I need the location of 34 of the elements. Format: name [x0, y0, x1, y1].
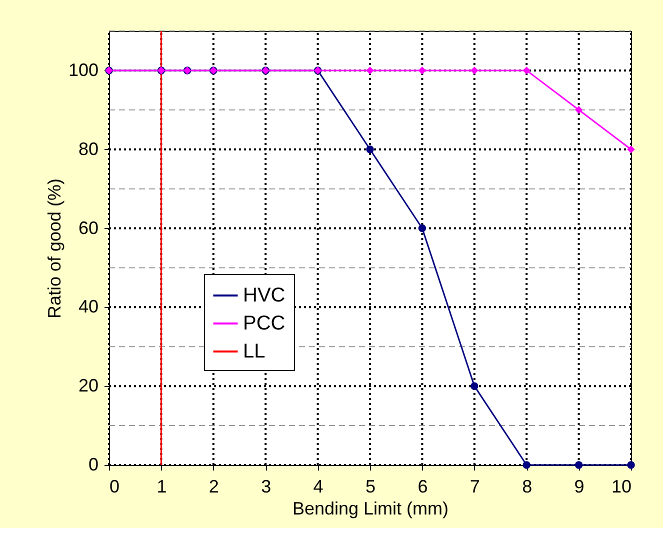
x-tick-label: 1 — [156, 476, 167, 496]
x-tick-label: 5 — [365, 476, 376, 496]
y-axis-title: Ratio of good (%) — [44, 178, 64, 319]
y-tick-label: 60 — [78, 218, 98, 238]
point — [574, 461, 583, 469]
point — [522, 66, 530, 74]
point — [470, 66, 478, 74]
point — [418, 224, 426, 232]
point — [627, 461, 635, 469]
x-tick-label: 4 — [313, 476, 324, 496]
point — [522, 461, 530, 469]
y-tick-label: 40 — [78, 296, 98, 317]
x-tick-label: 7 — [470, 476, 480, 496]
y-tick-label: 20 — [78, 376, 98, 396]
x-tick-label: 3 — [261, 476, 272, 496]
point — [627, 145, 635, 154]
x-tick-label: 10 — [611, 476, 632, 496]
x-tick-label: 8 — [522, 476, 532, 496]
y-tick-label: 80 — [78, 138, 98, 159]
x-tick-label: 9 — [574, 476, 584, 496]
y-tick-label: 0 — [88, 454, 98, 474]
x-axis-title: Bending Limit (mm) — [292, 498, 449, 518]
point — [470, 382, 478, 390]
point — [574, 106, 583, 114]
point — [366, 146, 374, 154]
y-tick-label: 100 — [68, 60, 98, 80]
x-tick-label: 0 — [110, 476, 120, 496]
point — [418, 66, 426, 74]
legend-label: PCC — [243, 312, 286, 334]
x-tick-label: 6 — [418, 476, 428, 496]
legend-label: LL — [243, 340, 266, 362]
x-tick-label: 2 — [208, 476, 219, 496]
legend-label: HVC — [243, 284, 286, 306]
point — [366, 66, 374, 74]
